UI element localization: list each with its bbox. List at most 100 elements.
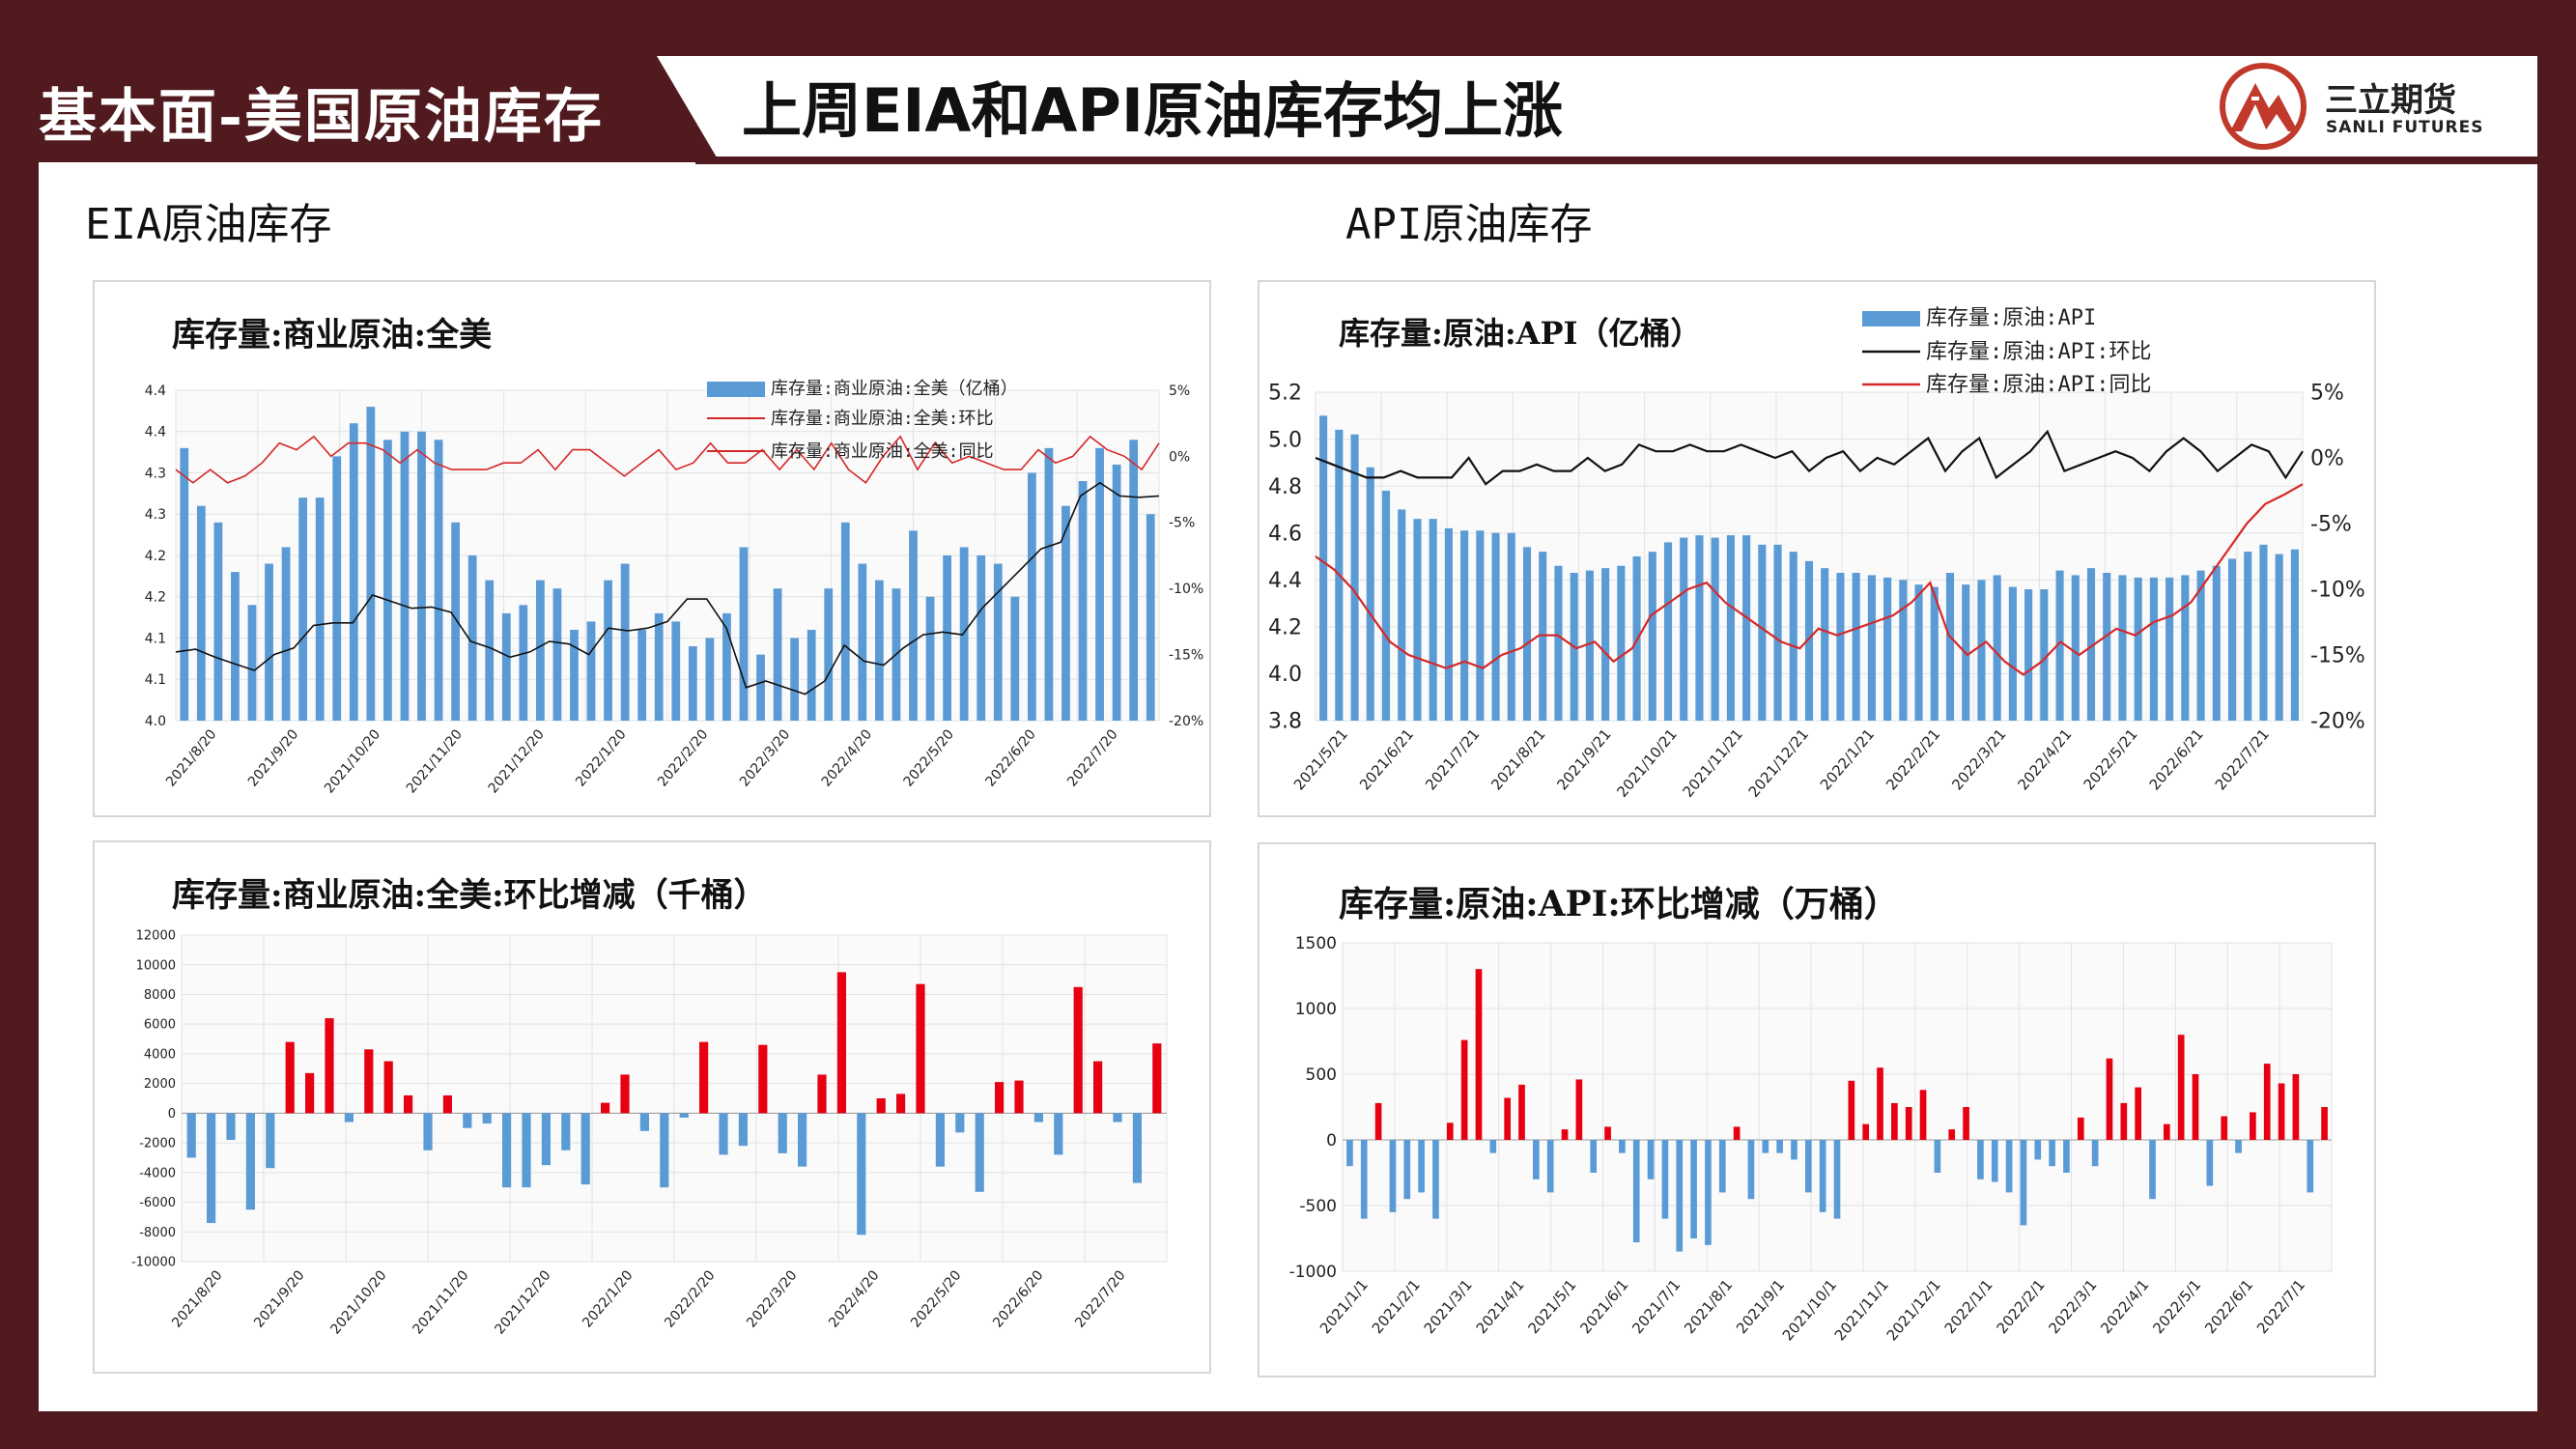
eia-level-panel: 库存量:商业原油:全美 4.4 4.4 4.3 4.3 4.2 4.2 4.1 4.1 4.0 5%…: [93, 280, 1211, 817]
bar: [2071, 575, 2080, 721]
bar-decrease: [344, 1113, 354, 1122]
x-tick-label: 2021/7/21: [1422, 725, 1483, 793]
legend-label: 库存量:商业原油:全美:同比: [771, 441, 994, 462]
bar: [2118, 575, 2127, 721]
sanli-mountain-icon: [2220, 63, 2307, 150]
bar: [773, 588, 782, 721]
bar: [1945, 573, 1955, 721]
y-tick-label: -6000: [139, 1196, 176, 1210]
legend-label: 库存量:原油:API:同比: [1926, 373, 2151, 397]
bar-decrease: [561, 1113, 571, 1151]
y-tick-label: -2000: [139, 1137, 176, 1151]
bar-decrease: [2206, 1140, 2214, 1186]
bar-decrease: [1033, 1113, 1043, 1122]
bar-decrease: [955, 1113, 965, 1133]
bar-increase: [1446, 1122, 1454, 1140]
bar: [2024, 589, 2033, 721]
bar-increase: [364, 1049, 374, 1114]
yoy-line: [175, 435, 1160, 484]
bar: [1804, 560, 1814, 721]
y-tick-label: 4000: [144, 1047, 176, 1062]
y-tick-label: 4.6: [1268, 522, 1302, 546]
x-tick-label: 2021/12/1: [1883, 1276, 1944, 1344]
bar-increase: [2135, 1087, 2141, 1140]
x-tick-label: 2022/4/20: [826, 1267, 882, 1330]
bar: [467, 555, 477, 721]
y-tick-label: 5.0: [1268, 428, 1302, 452]
sanli-logo: 三立期货 SANLI FUTURES: [2217, 60, 2506, 153]
x-tick-label: 2021/12/20: [486, 726, 548, 796]
bar-decrease: [2020, 1140, 2027, 1226]
x-tick-label: 2021/3/1: [1421, 1276, 1476, 1337]
bar-increase: [1518, 1084, 1525, 1140]
bar-decrease: [1718, 1140, 1726, 1193]
bar-increase: [1919, 1090, 1927, 1140]
bar-decrease: [1546, 1140, 1554, 1193]
x-tick-label: 2022/7/20: [1064, 726, 1120, 789]
x-tick-label: 2022/6/1: [2201, 1276, 2256, 1337]
x-tick-label: 2022/6/21: [2146, 725, 2207, 793]
x-tick-label: 2021/10/20: [322, 726, 383, 796]
bar: [315, 497, 325, 721]
bar-decrease: [1632, 1140, 1640, 1243]
x-tick-label: 2021/6/1: [1576, 1276, 1631, 1337]
section-title: 基本面-美国原油库存: [39, 83, 604, 151]
bar: [1398, 509, 1406, 721]
chart-title: 库存量:原油:API（亿桶）: [1339, 315, 1702, 352]
x-tick-label: 2022/3/1: [2045, 1276, 2100, 1337]
bar-decrease: [463, 1113, 472, 1128]
x-tick-label: 2022/5/21: [2080, 725, 2140, 793]
bar: [349, 423, 358, 721]
x-tick-label: 2022/2/20: [662, 1267, 718, 1330]
bar-increase: [601, 1102, 610, 1114]
x-tick-label: 2021/8/1: [1681, 1276, 1736, 1337]
bar-decrease: [423, 1113, 433, 1151]
x-tick-label: 2022/7/20: [1072, 1267, 1128, 1330]
bar: [637, 629, 647, 721]
bar: [1319, 415, 1328, 721]
y-tick-label: -15%: [2310, 644, 2365, 668]
legend-label: 库存量:原油:API:环比: [1926, 340, 2151, 364]
bar: [281, 547, 291, 721]
bar: [213, 522, 223, 721]
bar-decrease: [1619, 1140, 1626, 1153]
bar-increase: [404, 1094, 413, 1114]
x-tick-label: 2022/4/20: [819, 726, 875, 789]
bar: [501, 612, 511, 721]
bar-increase: [1733, 1126, 1741, 1140]
bar-increase: [876, 1098, 886, 1114]
bar: [1381, 491, 1391, 721]
y-tick-label: 4.4: [1268, 569, 1302, 593]
bar-decrease: [935, 1113, 945, 1167]
bar-decrease: [1360, 1140, 1368, 1219]
bar: [943, 555, 951, 721]
bar: [1711, 537, 1719, 721]
bar-increase: [1948, 1129, 1956, 1140]
x-tick-label: 2021/4/1: [1473, 1276, 1528, 1337]
bar: [1726, 535, 1735, 721]
bar-decrease: [522, 1113, 531, 1188]
bar-increase: [2120, 1102, 2128, 1140]
bar: [265, 563, 273, 721]
bar-increase: [1152, 1043, 1162, 1114]
bar-decrease: [660, 1113, 669, 1188]
y-tick-label: 0: [1326, 1131, 1337, 1151]
bar-increase: [2077, 1117, 2084, 1140]
bar: [1836, 573, 1845, 721]
y-tick-label: 0%: [1169, 449, 1190, 465]
bar: [739, 547, 749, 721]
bar-increase: [758, 1044, 768, 1114]
bar-decrease: [2063, 1140, 2070, 1173]
chart-title: 库存量:商业原油:全美:环比增减（千桶）: [172, 876, 767, 915]
bar: [366, 407, 376, 721]
bar: [298, 497, 308, 721]
x-tick-label: 2022/4/21: [2014, 725, 2075, 793]
bar: [1044, 447, 1054, 721]
bar: [1078, 481, 1088, 721]
x-tick-label: 2022/6/20: [990, 1267, 1046, 1330]
bar: [1366, 467, 1374, 721]
bar: [2166, 577, 2174, 721]
y-tick-label: 8000: [144, 988, 176, 1003]
bar: [535, 580, 545, 721]
bar-increase: [2192, 1074, 2199, 1140]
